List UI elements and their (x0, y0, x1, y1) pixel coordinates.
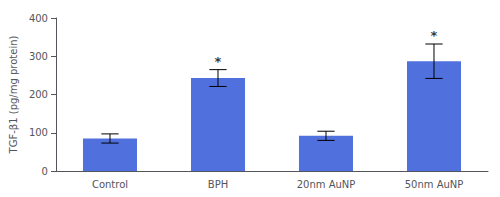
svg-text:300: 300 (29, 51, 48, 62)
svg-text:100: 100 (29, 127, 48, 138)
svg-text:BPH: BPH (208, 179, 228, 190)
svg-text:TGF-β1 (pg/mg protein): TGF-β1 (pg/mg protein) (8, 35, 19, 154)
svg-text:0: 0 (42, 166, 48, 177)
svg-text:20nm AuNP: 20nm AuNP (297, 179, 356, 190)
svg-text:Control: Control (92, 179, 128, 190)
svg-text:400: 400 (29, 13, 48, 24)
svg-text:200: 200 (29, 89, 48, 100)
svg-text:*: * (215, 54, 222, 69)
svg-text:50nm AuNP: 50nm AuNP (405, 179, 464, 190)
svg-text:*: * (431, 28, 438, 43)
